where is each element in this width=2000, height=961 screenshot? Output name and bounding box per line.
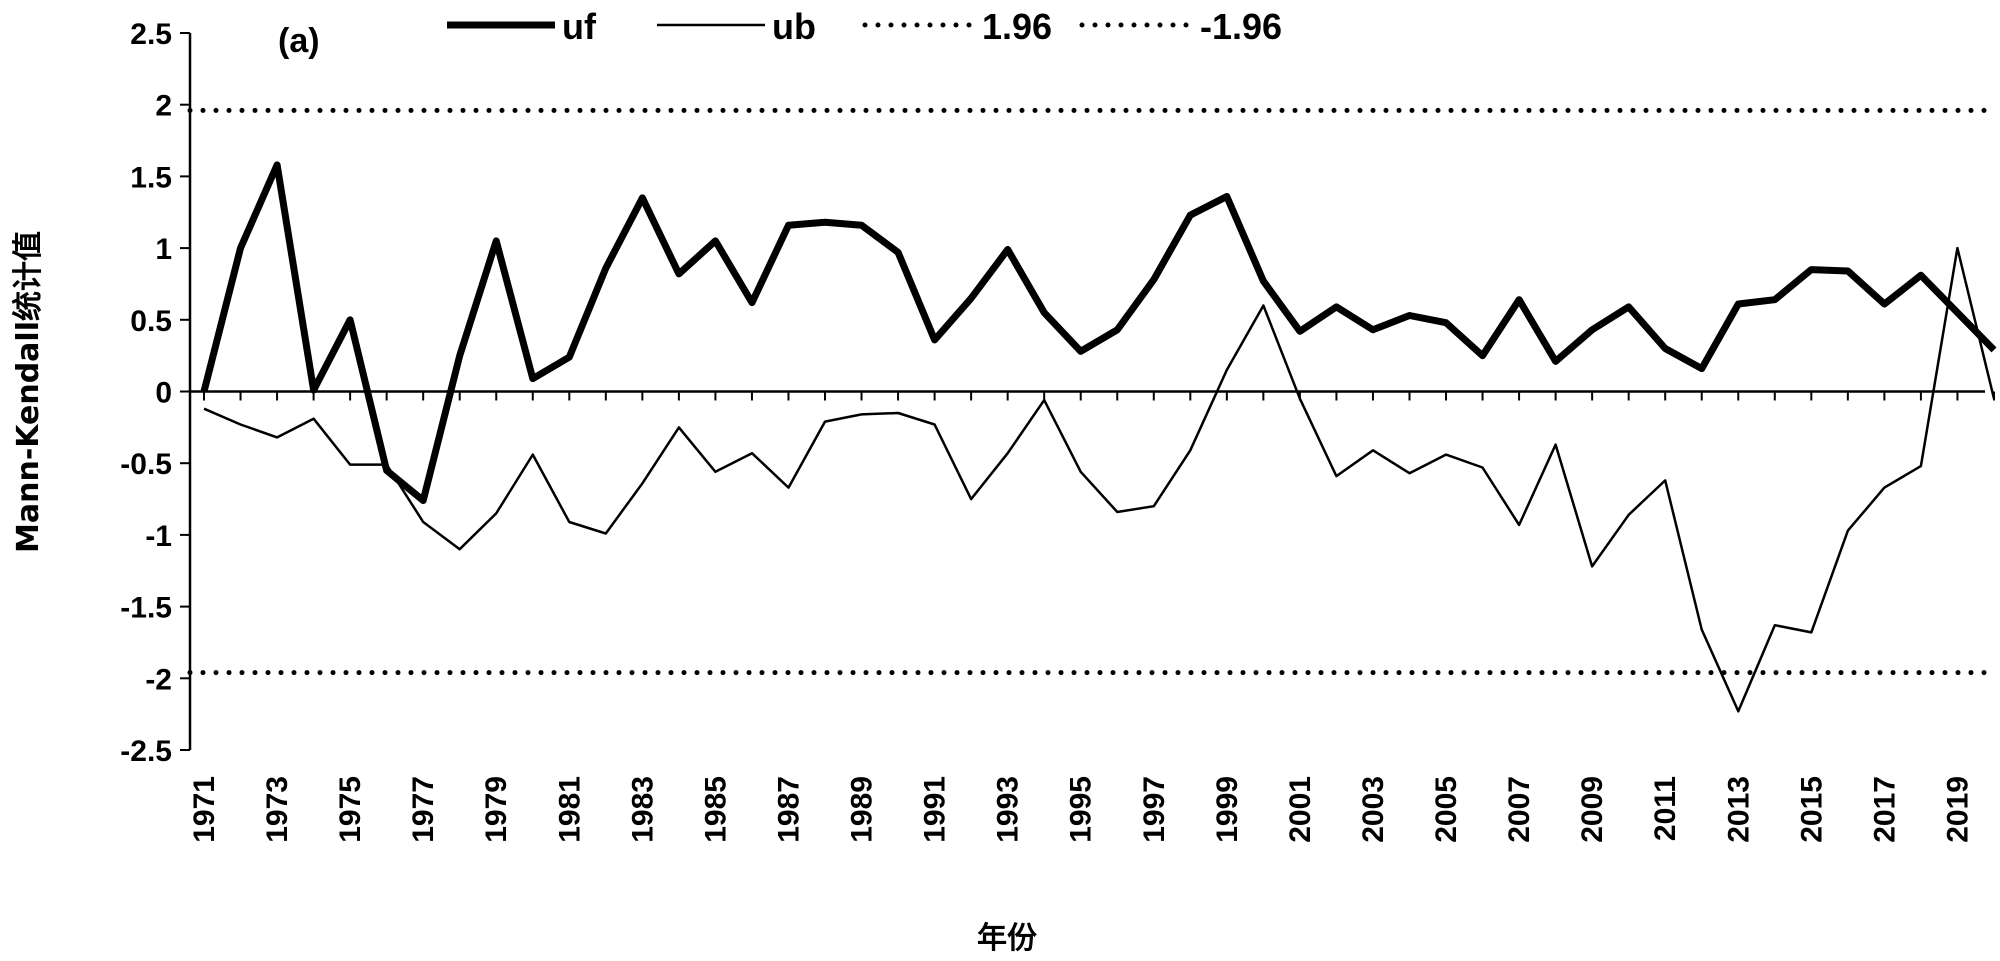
x-tick-label: 1985 [699,776,732,843]
y-tick-label: 0 [155,377,172,410]
tick-labels: 2.5 2 1.5 1 0.5 0 -0.5 -1 -1.5 -2 -2.5 1971 1973 1975… [120,18,1974,843]
x-tick-label: 1979 [480,776,513,843]
legend-label--1.96: -1.96 [1200,6,1282,47]
x-tick-label: 1993 [992,776,1025,843]
x-tick-label: 1999 [1211,776,1244,843]
x-tick-label: 1973 [261,776,294,843]
y-tick-label: 1.5 [130,161,172,194]
x-tick-label: 1975 [334,776,367,843]
x-axis-title: 年份 [977,921,1037,956]
series-line-ub [203,246,1996,713]
y-axis-title: Mann-Kendall统计值 [11,231,46,553]
x-tick-label: 1987 [772,776,805,843]
legend-label-uf: uf [562,6,597,47]
x-tick-label: 2001 [1284,776,1317,843]
x-tick-label: 2011 [1649,776,1682,841]
x-tick-label: 1981 [553,776,586,843]
x-tick-label: 2015 [1795,776,1828,843]
x-tick-label: 2003 [1357,776,1390,843]
x-tick-label: 1995 [1065,776,1098,843]
y-tick-label: 1 [155,233,172,266]
x-tick-label: 2005 [1430,776,1463,843]
axes [180,32,1995,751]
x-tick-label: 2013 [1722,776,1755,843]
series-lines [187,107,1997,713]
x-tick-label: 1997 [1138,776,1171,843]
y-tick-label: -1.5 [120,592,172,625]
y-tick-label: 2.5 [130,18,172,51]
y-tick-label: -1 [145,520,172,553]
legend: uf ub 1.96 -1.96 [447,6,1282,47]
x-tick-label: 1977 [407,776,440,843]
y-tick-label: 2 [155,90,172,123]
x-tick-label: 2009 [1576,776,1609,843]
y-tick-label: -2 [145,663,172,696]
x-tick-label: 1991 [919,776,952,843]
legend-label-ub: ub [772,6,816,47]
series-line-uf [200,161,1997,504]
y-tick-label: -0.5 [120,448,172,481]
x-tick-label: 2019 [1941,776,1974,843]
x-tick-label: 1989 [846,776,879,843]
x-tick-label: 2017 [1868,776,1901,843]
x-tick-label: 1971 [188,776,221,843]
panel-label: (a) [278,22,320,60]
legend-label-1.96: 1.96 [982,6,1052,47]
y-tick-label: -2.5 [120,735,172,768]
x-tick-label: 2007 [1503,776,1536,843]
y-tick-label: 0.5 [130,305,172,338]
x-tick-label: 1983 [626,776,659,843]
